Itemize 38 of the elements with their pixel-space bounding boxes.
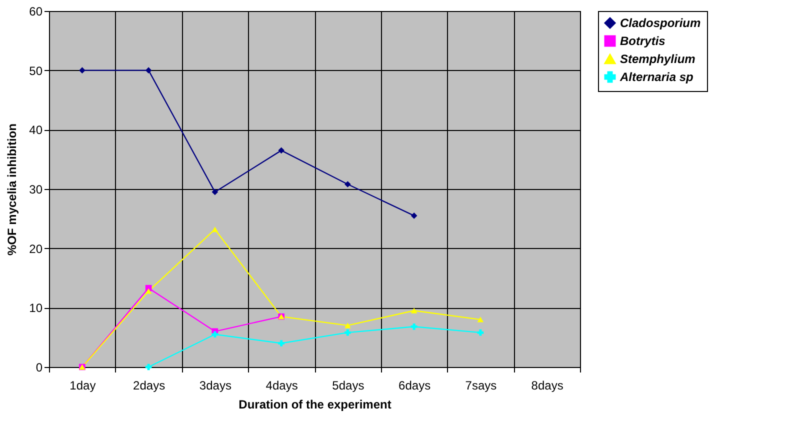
point <box>344 329 351 336</box>
legend-label: Botrytis <box>620 34 666 48</box>
point <box>344 181 351 188</box>
point <box>278 340 284 346</box>
x-tick-label: 3days <box>199 378 232 392</box>
y-axis-title: %OF mycelia inhibition <box>5 123 20 256</box>
point <box>477 316 484 322</box>
y-tick-label: 20 <box>29 242 43 256</box>
point <box>212 188 218 196</box>
point <box>344 322 351 328</box>
point <box>477 329 484 336</box>
point <box>145 288 152 294</box>
x-tick-label: 4days <box>266 378 298 392</box>
point <box>145 364 152 370</box>
point <box>145 67 152 74</box>
y-tick-label: 0 <box>36 360 43 374</box>
point <box>410 308 418 314</box>
y-tick-label: 60 <box>29 4 43 18</box>
point <box>79 67 86 74</box>
y-tick-label: 50 <box>29 64 43 78</box>
x-tick-label: 8days <box>531 378 564 392</box>
point <box>410 212 418 219</box>
x-tick-label: 1day <box>70 378 96 392</box>
point <box>212 331 218 338</box>
y-tick-label: 40 <box>29 123 43 138</box>
x-tick-label: 7says <box>465 378 497 392</box>
x-axis-title: Duration of the experiment <box>238 398 392 412</box>
y-tick-label: 30 <box>29 182 43 196</box>
legend-label: Alternaria sp <box>619 70 694 84</box>
point <box>410 323 418 330</box>
point <box>278 147 284 154</box>
x-tick-label: 5days <box>332 378 364 392</box>
legend-label: Cladosporium <box>620 16 701 30</box>
x-tick-label: 2days <box>133 378 166 392</box>
x-tick-label: 6days <box>398 378 431 392</box>
point <box>212 226 218 232</box>
y-tick-label: 10 <box>29 301 43 316</box>
legend-label: Stemphylium <box>620 52 696 66</box>
